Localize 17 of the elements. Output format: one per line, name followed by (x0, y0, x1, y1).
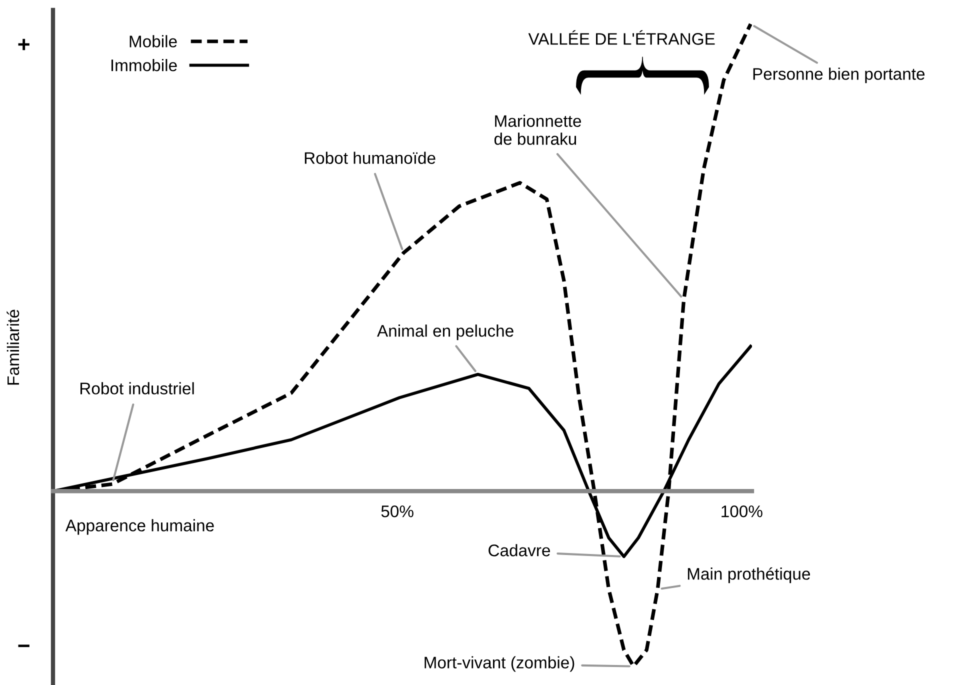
legend-label: Immobile (111, 58, 177, 72)
annotation: Robot humanoïde (304, 152, 436, 164)
annotation: Main prothétique (688, 567, 810, 584)
annotation: Marionnette de bunraku (494, 114, 582, 145)
x-tick-label: 50% (381, 505, 414, 518)
annotation: Animal en peluche (377, 324, 514, 340)
text: + (18, 38, 30, 50)
annotation: Robot industriel (80, 382, 194, 394)
y-axis-title: Familiarité (6, 310, 20, 385)
annotation: Personne bien portante (753, 68, 925, 84)
legend-label: Mobile (130, 35, 177, 48)
text: − (18, 644, 30, 648)
x-axis-title: Apparence humaine (65, 519, 214, 535)
annotation: Mort-vivant (zombie) (424, 656, 574, 672)
annotation: Cadavre (488, 544, 550, 556)
x-tick-label: 100% (722, 505, 762, 518)
annotation: VALLÉE DE L'ÉTRANGE (528, 30, 715, 45)
